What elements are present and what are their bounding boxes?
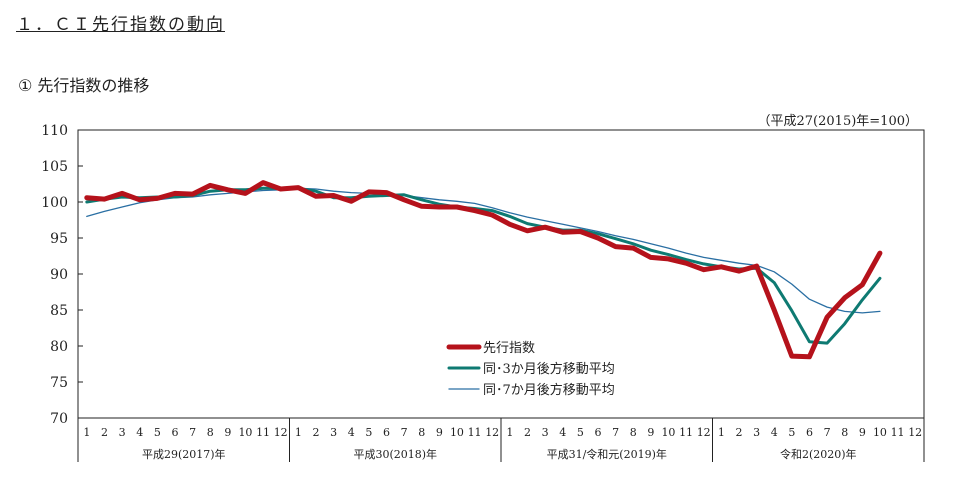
y-tick-label: 105 <box>41 159 68 175</box>
x-month-label: 4 <box>771 426 778 439</box>
x-month-label: 5 <box>577 426 584 439</box>
x-month-label: 6 <box>594 426 601 439</box>
x-month-label: 8 <box>207 426 214 439</box>
x-month-label: 7 <box>612 426 619 439</box>
x-month-label: 1 <box>506 426 513 439</box>
x-month-label: 11 <box>468 426 482 439</box>
x-month-label: 2 <box>735 426 742 439</box>
x-month-label: 9 <box>647 426 654 439</box>
x-axis: 1 2 3 4 5 6 7 8 9 10 11 12 1 2 3 4 5 6 7 8 9 10 11 12 1 2 3 4 5 6 7 8 9 1… <box>77 418 925 462</box>
x-year-label: 平成30(2018)年 <box>353 447 437 461</box>
y-tick-label: 110 <box>41 123 68 139</box>
x-month-label: 4 <box>559 426 566 439</box>
x-month-label: 3 <box>119 426 126 439</box>
x-month-label: 8 <box>418 426 425 439</box>
x-month-label: 10 <box>661 426 675 439</box>
x-month-label: 10 <box>238 426 252 439</box>
x-month-label: 4 <box>136 426 143 439</box>
x-month-label: 12 <box>697 426 711 439</box>
x-month-label: 3 <box>753 426 760 439</box>
x-month-label: 8 <box>841 426 848 439</box>
x-month-label: 9 <box>224 426 231 439</box>
x-month-label: 5 <box>365 426 372 439</box>
x-month-label: 2 <box>312 426 319 439</box>
series-line-1 <box>84 180 883 360</box>
x-month-label: 1 <box>83 426 90 439</box>
y-axis-ticks: 110 105 100 95 90 85 80 75 70 <box>41 123 83 427</box>
series-layer <box>84 180 883 360</box>
chart-subtitle: ① 先行指数の推移 <box>18 76 150 95</box>
plot-frame <box>77 129 925 419</box>
y-tick-label: 80 <box>50 339 68 355</box>
x-month-label: 7 <box>401 426 408 439</box>
x-month-label: 6 <box>383 426 390 439</box>
legend-label: 同･3か月後方移動平均 <box>483 361 615 377</box>
x-month-label: 12 <box>485 426 499 439</box>
x-month-label: 2 <box>524 426 531 439</box>
series-line-3 <box>86 187 881 314</box>
x-month-label: 10 <box>450 426 464 439</box>
x-month-label: 6 <box>171 426 178 439</box>
x-month-label: 1 <box>295 426 302 439</box>
y-tick-label: 95 <box>50 231 68 247</box>
y-tick-label: 90 <box>50 267 68 283</box>
x-month-label: 4 <box>348 426 355 439</box>
x-month-label: 11 <box>256 426 270 439</box>
x-month-label: 1 <box>718 426 725 439</box>
y-tick-label: 75 <box>50 375 68 391</box>
x-month-label: 7 <box>824 426 831 439</box>
x-month-label: 8 <box>630 426 637 439</box>
x-month-label: 5 <box>154 426 161 439</box>
x-month-label: 9 <box>436 426 443 439</box>
x-month-label: 10 <box>873 426 887 439</box>
legend-label: 先行指数 <box>483 341 535 356</box>
x-month-label: 3 <box>542 426 549 439</box>
x-month-label: 6 <box>806 426 813 439</box>
y-tick-label: 70 <box>50 411 68 427</box>
x-month-label: 12 <box>274 426 288 439</box>
x-month-label: 11 <box>679 426 693 439</box>
x-month-label: 11 <box>891 426 905 439</box>
x-year-label: 令和2(2020)年 <box>780 447 857 461</box>
section-title: １．ＣＩ先行指数の動向 <box>16 15 225 35</box>
x-month-label: 3 <box>330 426 337 439</box>
x-month-label: 5 <box>788 426 795 439</box>
base-year-note: （平成27(2015)年=100） <box>757 114 918 129</box>
y-tick-label: 100 <box>41 195 68 211</box>
x-month-label: 2 <box>101 426 108 439</box>
x-month-label: 7 <box>189 426 196 439</box>
x-month-label: 9 <box>859 426 866 439</box>
legend-label: 同･7か月後方移動平均 <box>483 382 615 398</box>
x-year-label: 平成29(2017)年 <box>142 447 226 461</box>
x-month-label: 12 <box>908 426 922 439</box>
x-year-label: 平成31/令和元(2019)年 <box>547 447 667 461</box>
y-tick-label: 85 <box>50 303 68 319</box>
